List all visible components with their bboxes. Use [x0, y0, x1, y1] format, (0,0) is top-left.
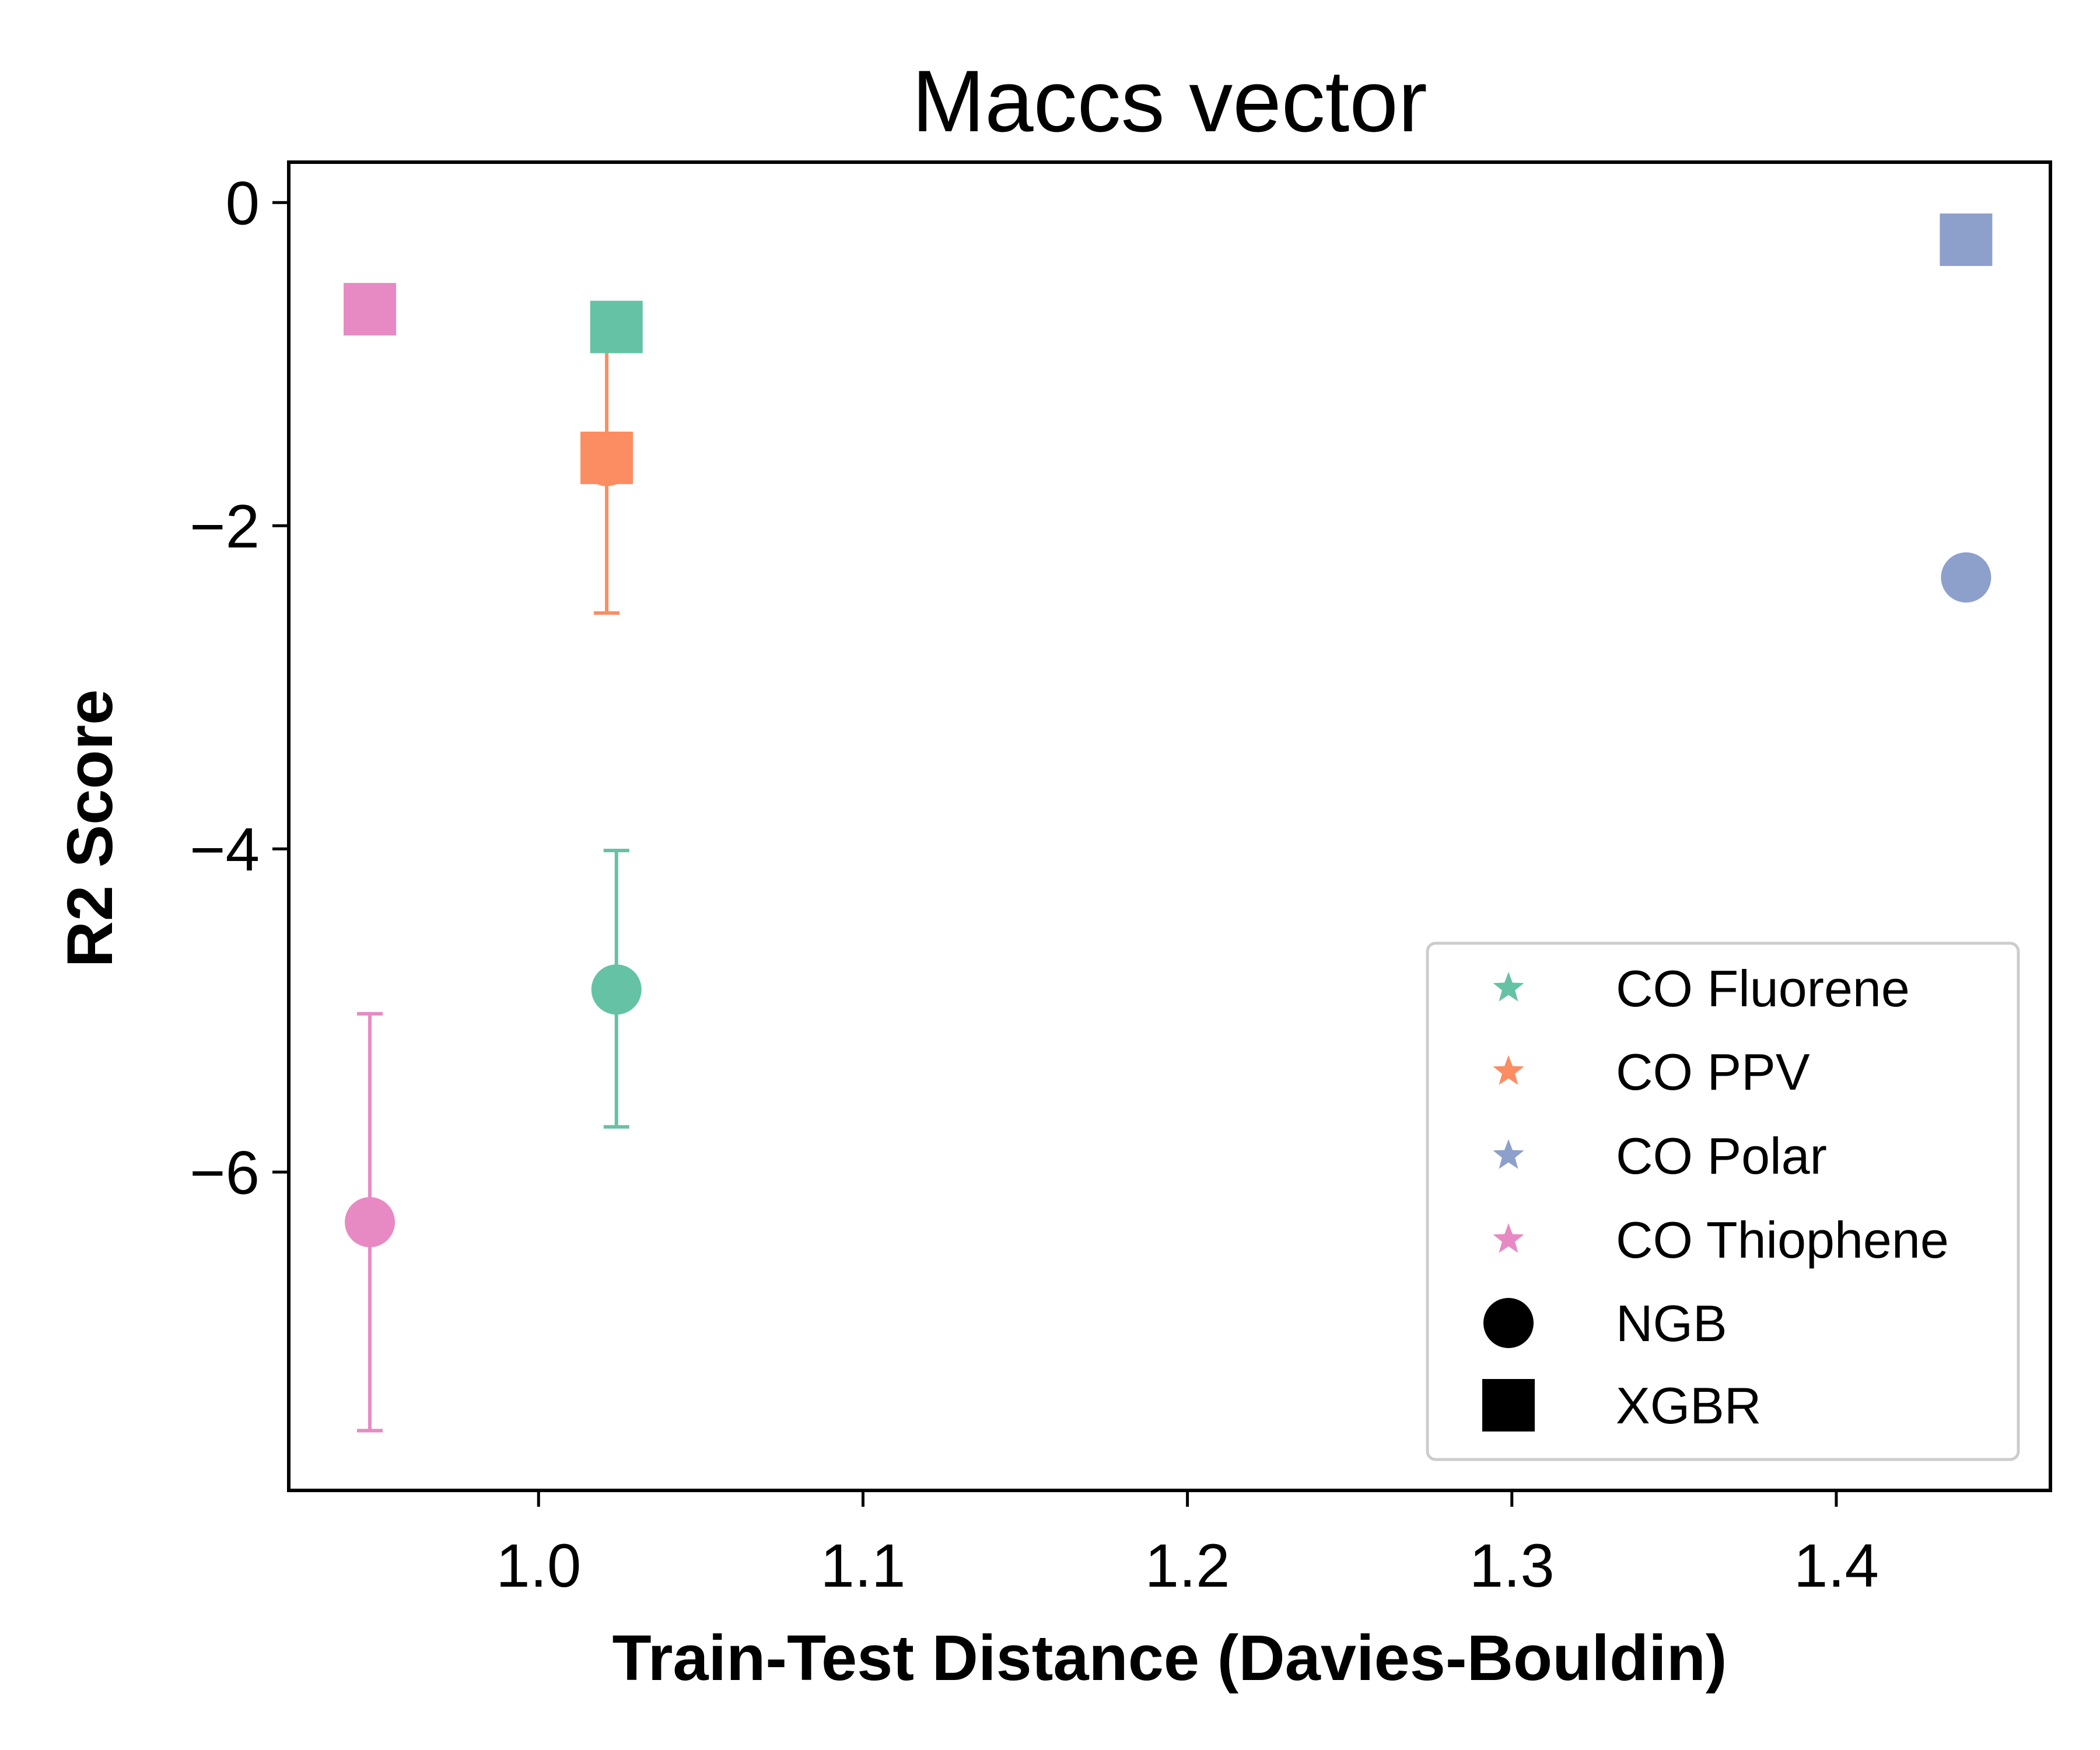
point-ngb-co-thiophene [345, 1197, 396, 1248]
legend-star-icon [1493, 1139, 1524, 1169]
x-tick-label: 1.3 [1469, 1532, 1555, 1600]
chart-title: Maccs vector [912, 52, 1427, 150]
x-axis-label: Train-Test Distance (Davies-Bouldin) [612, 1622, 1727, 1694]
point-xgbr-co-thiophene [344, 283, 397, 336]
data-markers [344, 213, 1993, 1248]
legend-box [1426, 942, 2020, 1461]
legend-star-icon [1493, 1223, 1524, 1253]
point-xgbr-co-ppv [580, 431, 634, 484]
legend-star-icon [1493, 972, 1524, 1002]
y-tick-label: −2 [190, 492, 260, 561]
plot-frame [287, 160, 2052, 1492]
legend-label-co-thiophene: CO Thiophene [1616, 1211, 1949, 1269]
axes: 1.0 1.1 1.2 1.3 1.4 0 −2 −4 −6 [190, 160, 2052, 1600]
legend-label-co-ppv: CO PPV [1616, 1043, 1810, 1101]
legend-label-co-fluorene: CO Fluorene [1616, 960, 1910, 1017]
point-xgbr-co-fluorene [590, 300, 643, 354]
y-axis-label: R2 Score [54, 690, 126, 968]
legend-star-icon [1493, 1055, 1524, 1085]
x-tick-label: 1.0 [496, 1532, 581, 1600]
y-tick-label: −4 [190, 816, 260, 884]
legend-label-co-polar: CO Polar [1616, 1127, 1827, 1185]
legend: CO Fluorene CO PPV CO Polar CO Thiophene NGB… [1426, 942, 2020, 1461]
point-ngb-co-fluorene [591, 964, 642, 1015]
y-tick-label: 0 [226, 169, 260, 237]
point-xgbr-co-polar [1940, 213, 1993, 266]
legend-label-xgbr: XGBR [1616, 1377, 1761, 1434]
y-tick-label: −6 [190, 1139, 260, 1207]
x-tick-label: 1.4 [1794, 1532, 1879, 1600]
point-ngb-co-polar [1941, 552, 1992, 603]
legend-circle-icon [1483, 1298, 1534, 1348]
x-tick-label: 1.2 [1145, 1532, 1230, 1600]
legend-label-ngb: NGB [1616, 1294, 1727, 1352]
x-tick-label: 1.1 [820, 1532, 905, 1600]
legend-square-icon [1482, 1379, 1535, 1432]
